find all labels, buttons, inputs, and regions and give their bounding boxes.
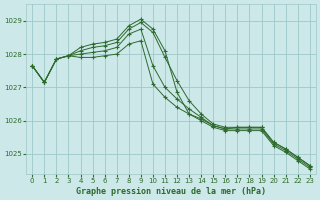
X-axis label: Graphe pression niveau de la mer (hPa): Graphe pression niveau de la mer (hPa) — [76, 187, 266, 196]
